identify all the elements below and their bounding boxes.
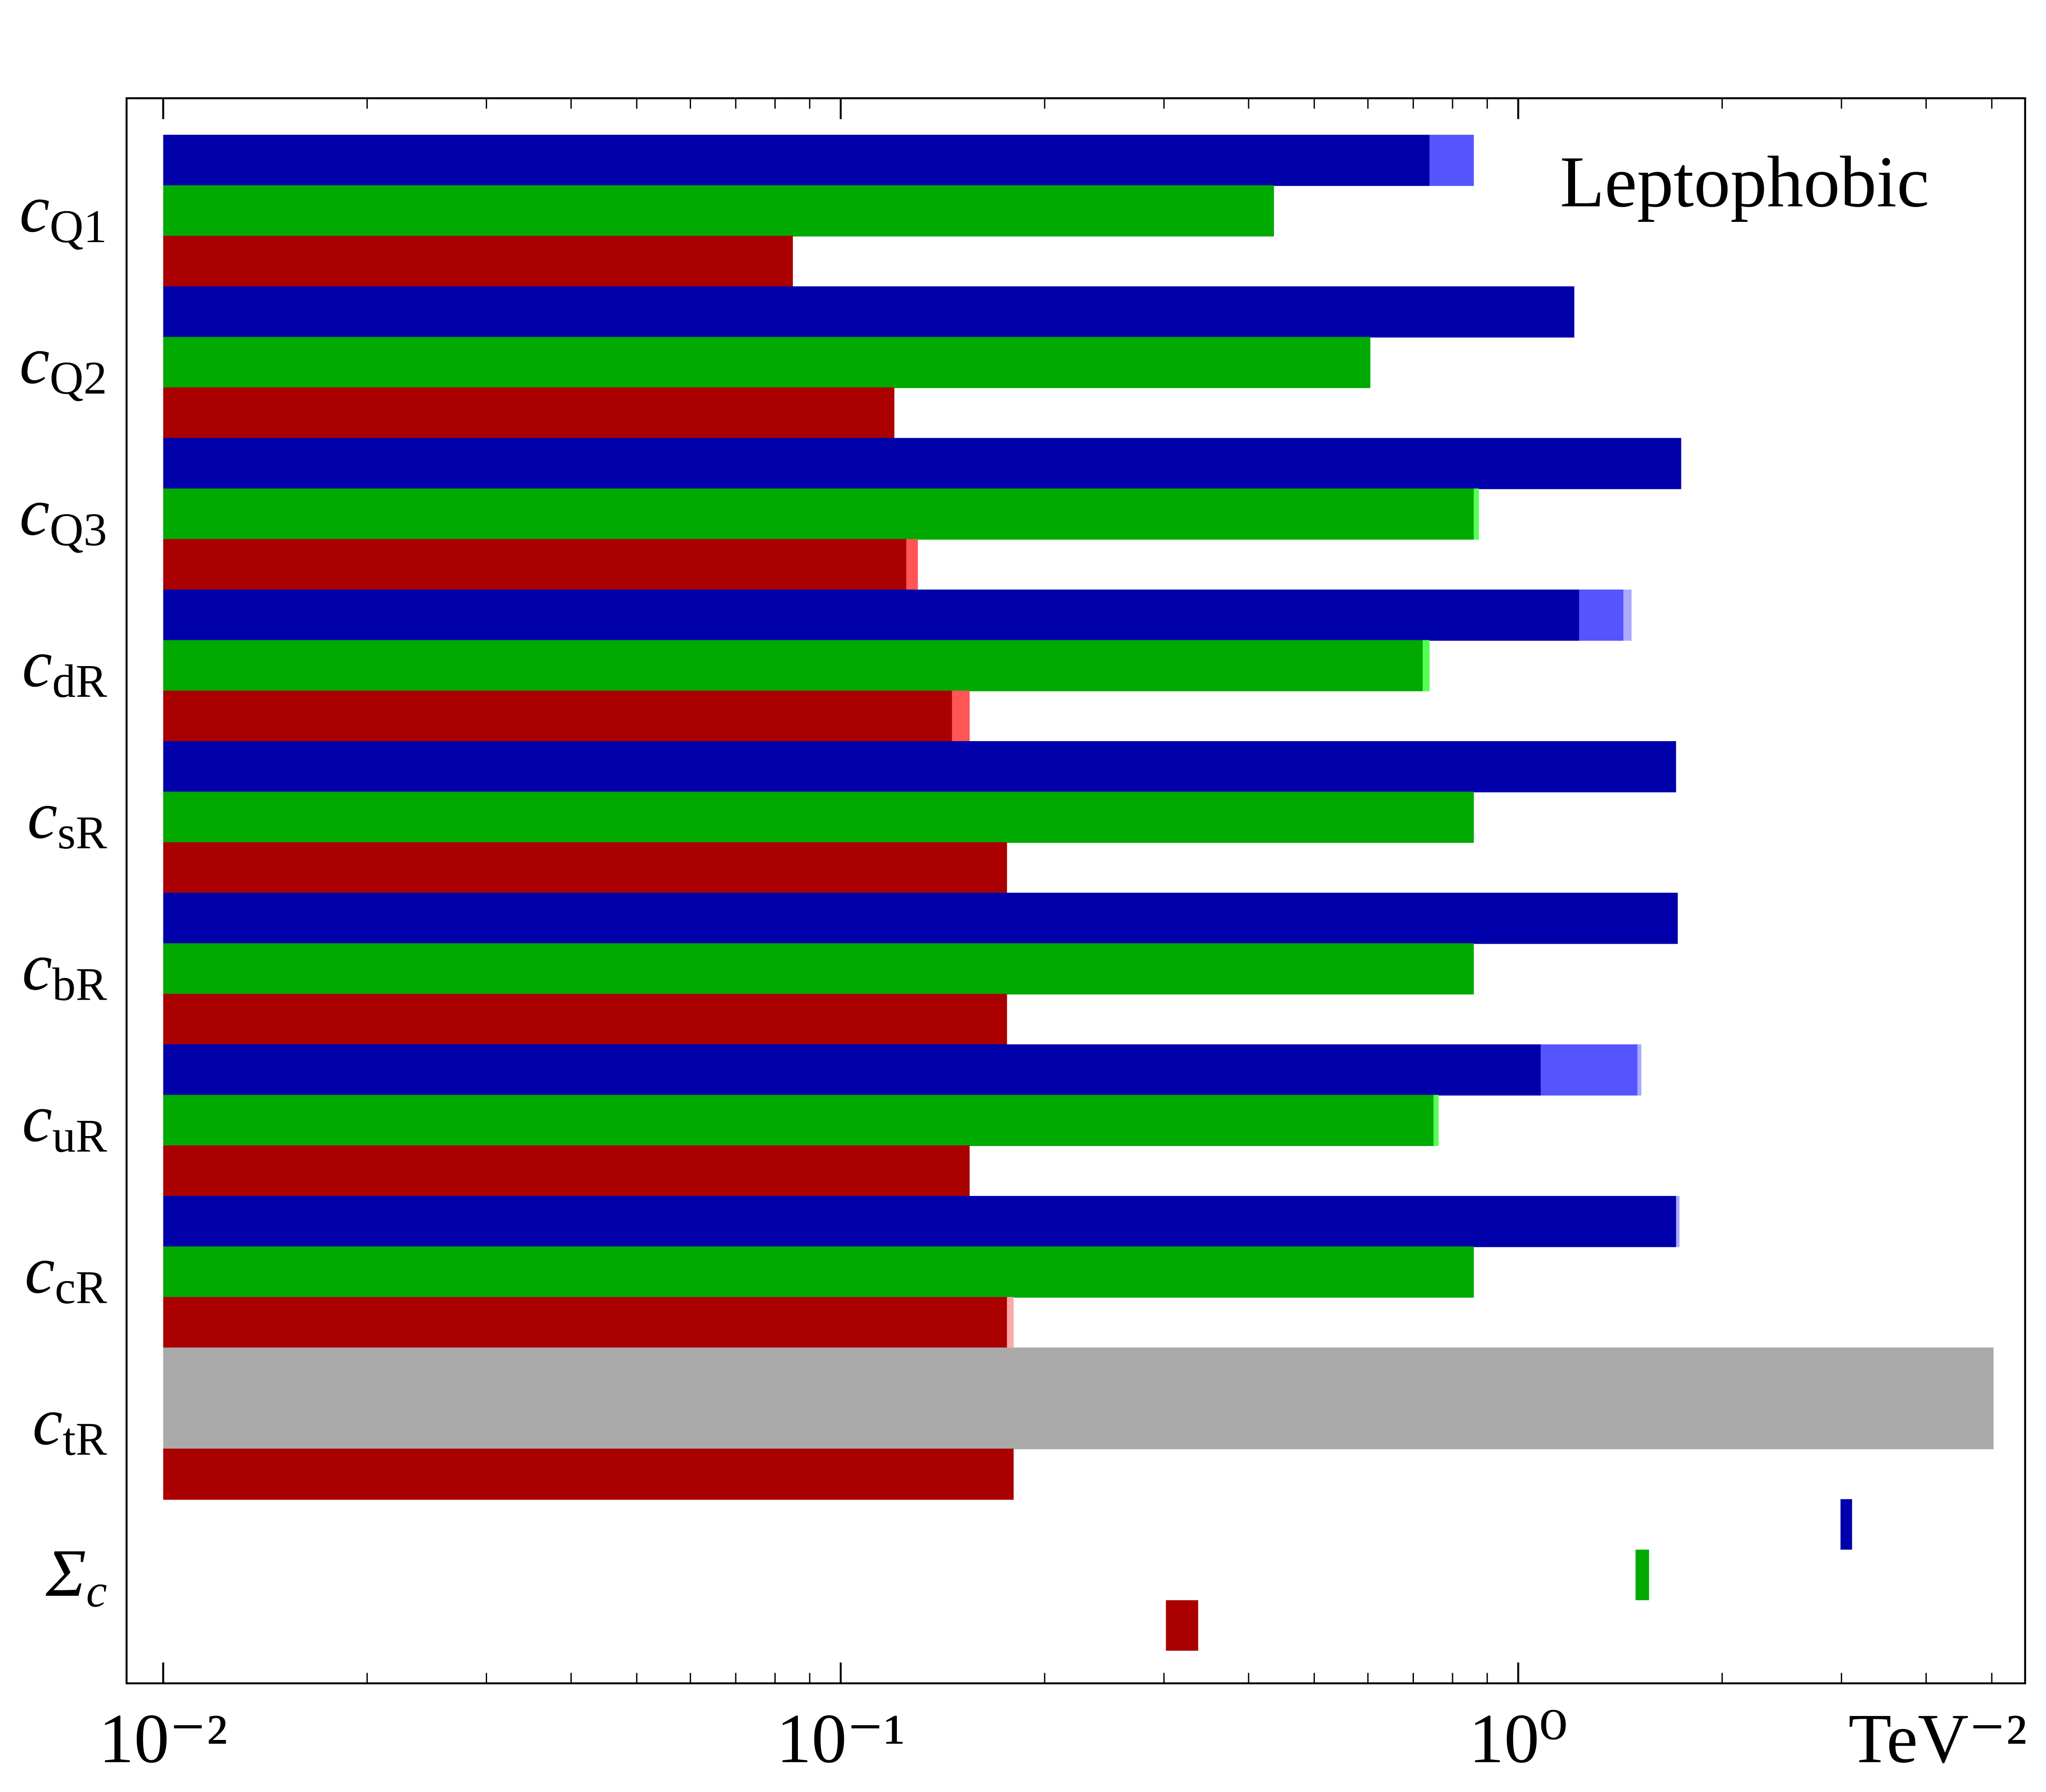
category-subscript: sR [58, 807, 107, 859]
y-tick-label: cQ1 [19, 171, 107, 253]
sum-range-bar [1635, 1549, 1649, 1601]
band-bar [163, 1347, 1994, 1450]
y-tick-label: ctR [33, 1384, 107, 1466]
category-symbol: Σ [46, 1536, 87, 1611]
bar-extension [1433, 1095, 1439, 1146]
y-tick-label: csR [27, 777, 107, 859]
bar [163, 1145, 970, 1197]
bar [163, 387, 895, 439]
bar [163, 134, 1430, 186]
y-tick-label: cQ2 [19, 323, 107, 405]
category-symbol: c [19, 171, 49, 246]
bar-extension [1579, 589, 1624, 641]
bar [163, 1246, 1474, 1298]
bar [163, 539, 907, 591]
y-tick-label: cdR [22, 626, 107, 708]
bar [163, 741, 1676, 793]
bar-extension [1423, 640, 1430, 691]
bar [163, 842, 1007, 893]
bar-extension-outer [1007, 1297, 1014, 1348]
bar [163, 1095, 1434, 1146]
bar [163, 1196, 1676, 1247]
category-symbol: c [19, 474, 49, 549]
bar [163, 185, 1274, 237]
x-tick-label: 10⁻² [99, 1700, 228, 1778]
bar [163, 690, 952, 742]
y-tick-label: cbR [22, 929, 107, 1011]
bar [163, 286, 1575, 338]
bar-extension-outer [1637, 1044, 1642, 1096]
bar [163, 438, 1681, 489]
category-subscript: bR [52, 959, 107, 1011]
category-subscript: dR [52, 655, 107, 708]
bar-extension [1540, 1044, 1638, 1096]
y-tick-label: cuR [22, 1081, 107, 1163]
bar [163, 336, 1371, 389]
bar-extension [1430, 134, 1474, 186]
bar-extension-outer [1623, 589, 1632, 641]
sum-range-bar [1840, 1499, 1852, 1550]
category-symbol: c [19, 323, 49, 398]
bar [163, 1448, 1014, 1500]
bar-extension [1474, 488, 1479, 540]
bar [163, 236, 793, 287]
sum-range-bar [1166, 1600, 1198, 1651]
category-symbol: c [33, 1384, 63, 1459]
bar [163, 893, 1678, 944]
category-subscript: tR [63, 1414, 107, 1466]
x-tick-label: 10⁻¹ [776, 1700, 905, 1778]
category-symbol: c [22, 929, 52, 1004]
bar [163, 1044, 1541, 1096]
plot-frame [125, 97, 2026, 1685]
category-subscript: c [86, 1565, 107, 1617]
bar [163, 488, 1474, 540]
category-subscript: Q1 [50, 201, 107, 253]
bar [163, 1297, 1007, 1348]
annotation: Leptophobic [1560, 142, 1929, 222]
y-tick-label: Σc [46, 1536, 107, 1618]
bar [163, 943, 1474, 995]
category-subscript: Q3 [50, 504, 107, 556]
category-subscript: Q2 [50, 353, 107, 405]
category-symbol: c [22, 1081, 52, 1156]
x-unit-label: TeV⁻² [1848, 1700, 2027, 1778]
bar [163, 589, 1579, 641]
y-tick-label: ccR [25, 1232, 107, 1314]
category-symbol: c [22, 626, 52, 701]
bar-extension [952, 690, 970, 742]
x-tick-label: 10⁰ [1469, 1700, 1567, 1778]
bar-extension [906, 539, 918, 591]
category-subscript: uR [52, 1110, 107, 1162]
bar [163, 640, 1423, 691]
bar [163, 993, 1007, 1045]
category-subscript: cR [55, 1262, 107, 1314]
category-symbol: c [27, 777, 57, 853]
bar [163, 791, 1474, 843]
bar-extension-outer [1676, 1196, 1680, 1247]
category-symbol: c [25, 1232, 55, 1307]
y-tick-label: cQ3 [19, 474, 107, 556]
